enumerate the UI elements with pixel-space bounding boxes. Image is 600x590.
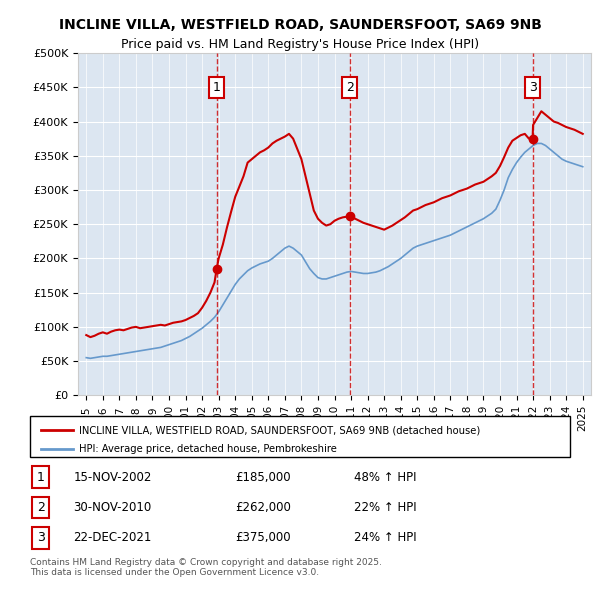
Text: 2: 2: [37, 501, 45, 514]
Text: 1: 1: [37, 471, 45, 484]
FancyBboxPatch shape: [30, 416, 570, 457]
Text: £185,000: £185,000: [235, 471, 291, 484]
Text: 24% ↑ HPI: 24% ↑ HPI: [354, 531, 416, 544]
Text: HPI: Average price, detached house, Pembrokeshire: HPI: Average price, detached house, Pemb…: [79, 444, 337, 454]
Text: Price paid vs. HM Land Registry's House Price Index (HPI): Price paid vs. HM Land Registry's House …: [121, 38, 479, 51]
Text: 2: 2: [346, 81, 353, 94]
Text: 15-NOV-2002: 15-NOV-2002: [73, 471, 152, 484]
Text: 22-DEC-2021: 22-DEC-2021: [73, 531, 152, 544]
Text: 22% ↑ HPI: 22% ↑ HPI: [354, 501, 416, 514]
Text: INCLINE VILLA, WESTFIELD ROAD, SAUNDERSFOOT, SA69 9NB (detached house): INCLINE VILLA, WESTFIELD ROAD, SAUNDERSF…: [79, 425, 480, 435]
Text: 1: 1: [213, 81, 221, 94]
Text: £375,000: £375,000: [235, 531, 291, 544]
Text: 3: 3: [37, 531, 45, 544]
Text: Contains HM Land Registry data © Crown copyright and database right 2025.
This d: Contains HM Land Registry data © Crown c…: [30, 558, 382, 577]
Text: 3: 3: [529, 81, 536, 94]
Text: INCLINE VILLA, WESTFIELD ROAD, SAUNDERSFOOT, SA69 9NB: INCLINE VILLA, WESTFIELD ROAD, SAUNDERSF…: [59, 18, 541, 32]
Text: £262,000: £262,000: [235, 501, 291, 514]
Text: 30-NOV-2010: 30-NOV-2010: [73, 501, 151, 514]
Text: 48% ↑ HPI: 48% ↑ HPI: [354, 471, 416, 484]
